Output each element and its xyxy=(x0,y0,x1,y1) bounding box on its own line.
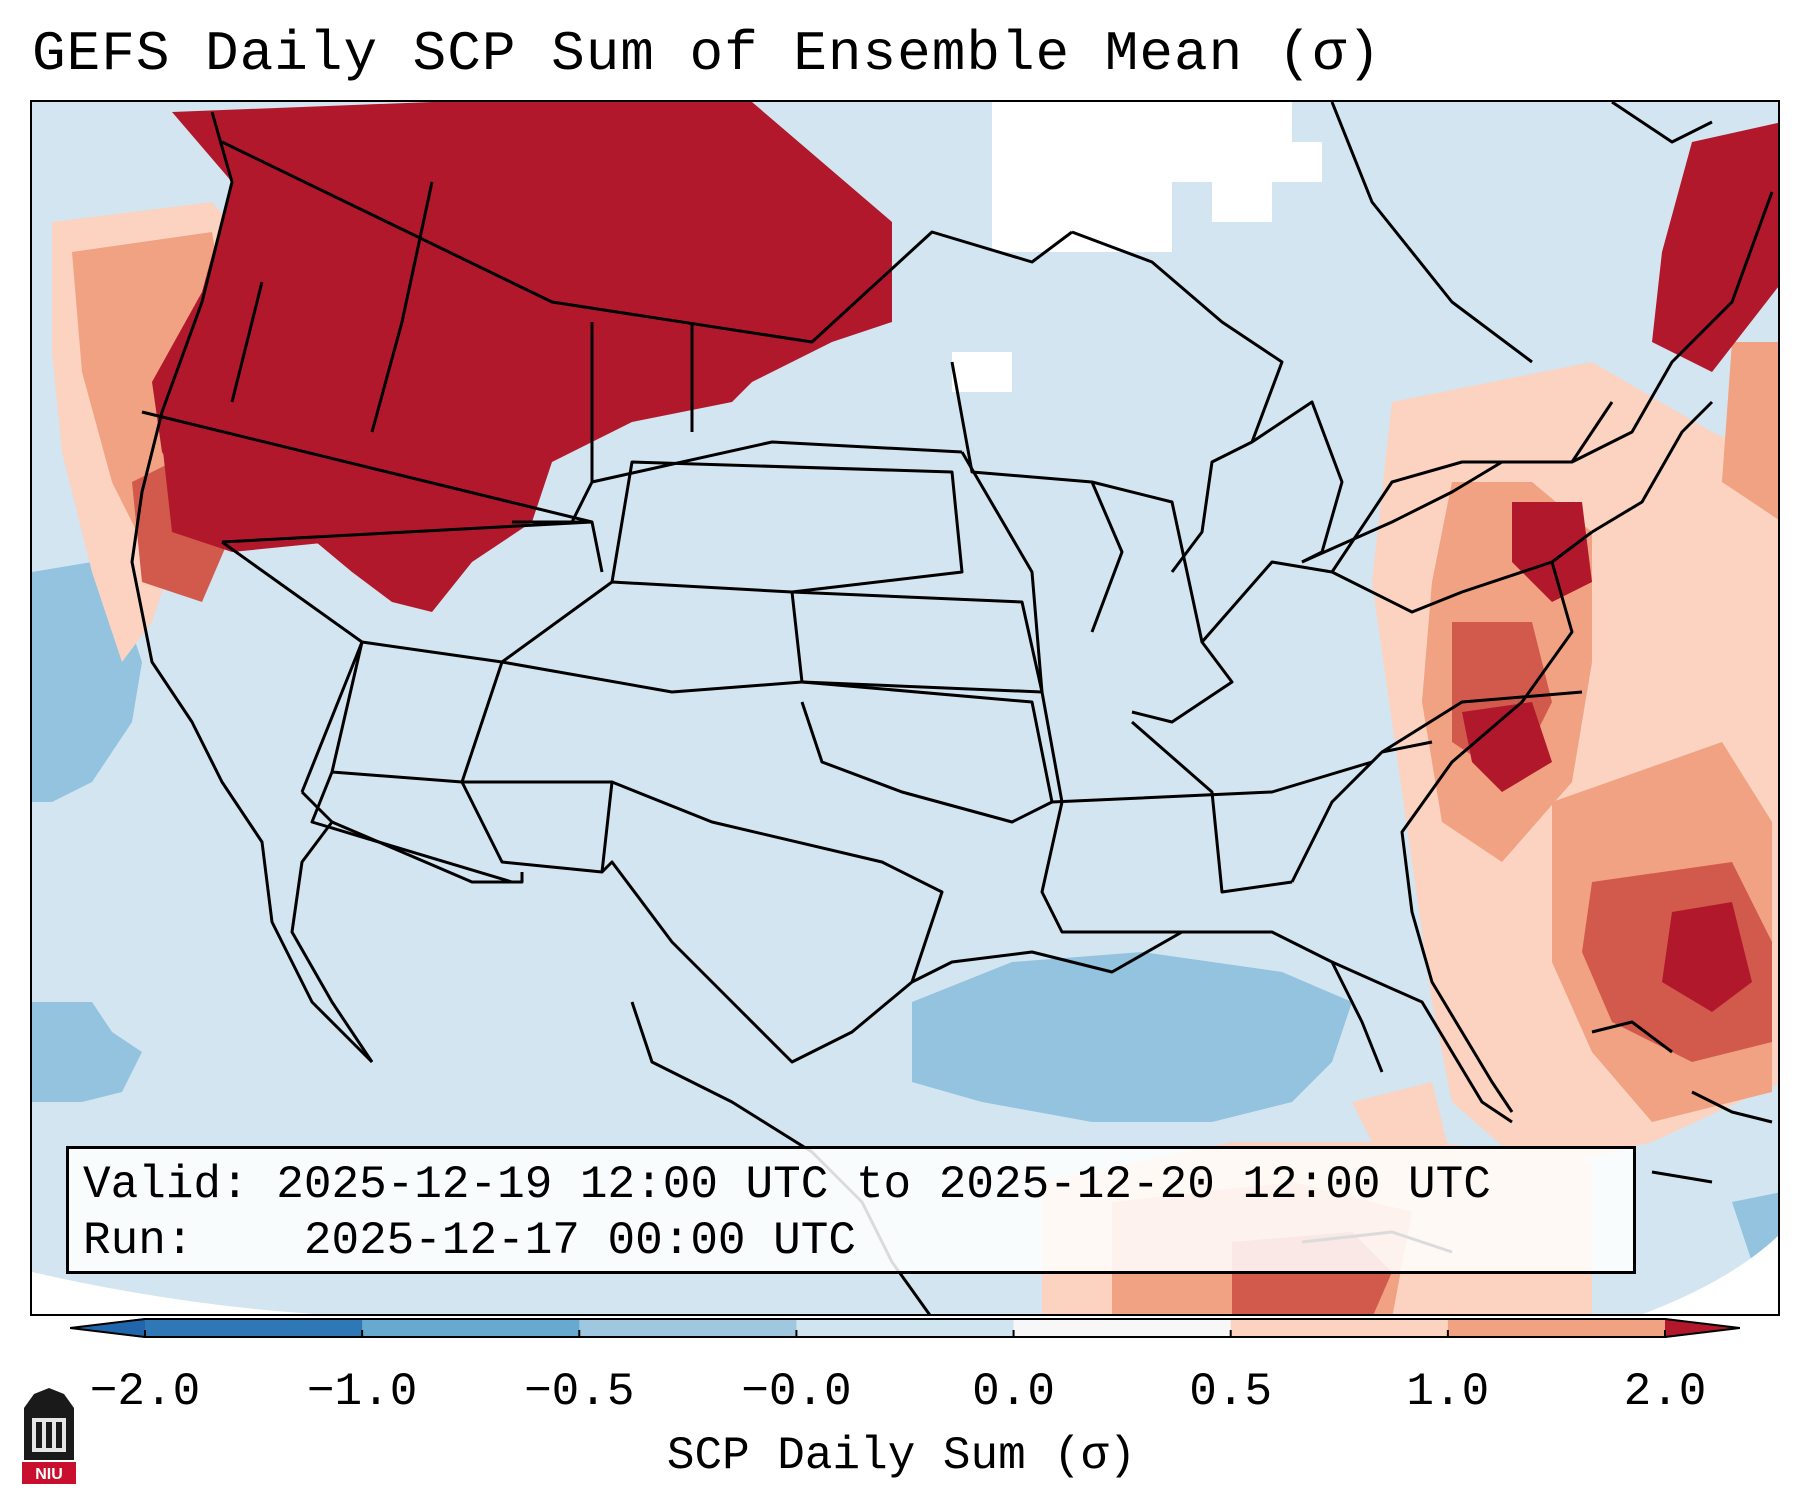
state-boundaries xyxy=(130,102,1774,1314)
neutral-region xyxy=(952,102,1322,392)
colorbar-tick-label: 2.0 xyxy=(1623,1366,1707,1418)
logo-text: NIU xyxy=(35,1466,63,1483)
colorbar-tick-label: 0.5 xyxy=(1189,1366,1273,1418)
colorbar-segment xyxy=(1013,1318,1232,1338)
colorbar-label: SCP Daily Sum (σ) xyxy=(666,1430,1137,1482)
colorbar-segment xyxy=(796,1318,1015,1338)
valid-value: 2025-12-19 12:00 UTC to 2025-12-20 12:00… xyxy=(276,1159,1491,1211)
map-edge xyxy=(32,1272,315,1314)
run-value: 2025-12-17 00:00 UTC xyxy=(303,1215,856,1267)
colorbar-tick-label: 1.0 xyxy=(1406,1366,1490,1418)
colorbar-under-extension xyxy=(70,1318,145,1338)
colorbar-tick-label: 0.0 xyxy=(972,1366,1055,1418)
valid-run-info-box: Valid: 2025-12-19 12:00 UTC to 2025-12-2… xyxy=(66,1146,1636,1274)
colorbar xyxy=(70,1318,1740,1338)
map-panel xyxy=(30,100,1780,1316)
colorbar-over-extension xyxy=(1665,1318,1740,1338)
map-edge xyxy=(1642,1235,1778,1314)
valid-row: Valid: 2025-12-19 12:00 UTC to 2025-12-2… xyxy=(83,1157,1619,1213)
colorbar-tick-label: −0.5 xyxy=(524,1366,635,1418)
colorbar-segment xyxy=(362,1318,580,1338)
map-title: GEFS Daily SCP Sum of Ensemble Mean (σ) xyxy=(32,22,1382,86)
negative-anomaly-region xyxy=(32,562,1778,1262)
niu-logo: NIU xyxy=(22,1388,76,1484)
colorbar-tick-label: −2.0 xyxy=(89,1366,201,1418)
colorbar-tick-label: −0.0 xyxy=(741,1366,852,1418)
valid-label: Valid: xyxy=(83,1159,249,1211)
colorbar-tick-label: −1.0 xyxy=(306,1366,418,1418)
colorbar-segment xyxy=(579,1318,797,1338)
map-canvas xyxy=(32,102,1778,1314)
colorbar-segment xyxy=(1447,1318,1666,1338)
very-strong-positive-region xyxy=(152,102,1778,1012)
run-label: Run: xyxy=(83,1215,249,1267)
run-row: Run: 2025-12-17 00:00 UTC xyxy=(83,1213,1619,1269)
colorbar-segment xyxy=(1230,1318,1449,1338)
colorbar-segment xyxy=(145,1318,363,1338)
